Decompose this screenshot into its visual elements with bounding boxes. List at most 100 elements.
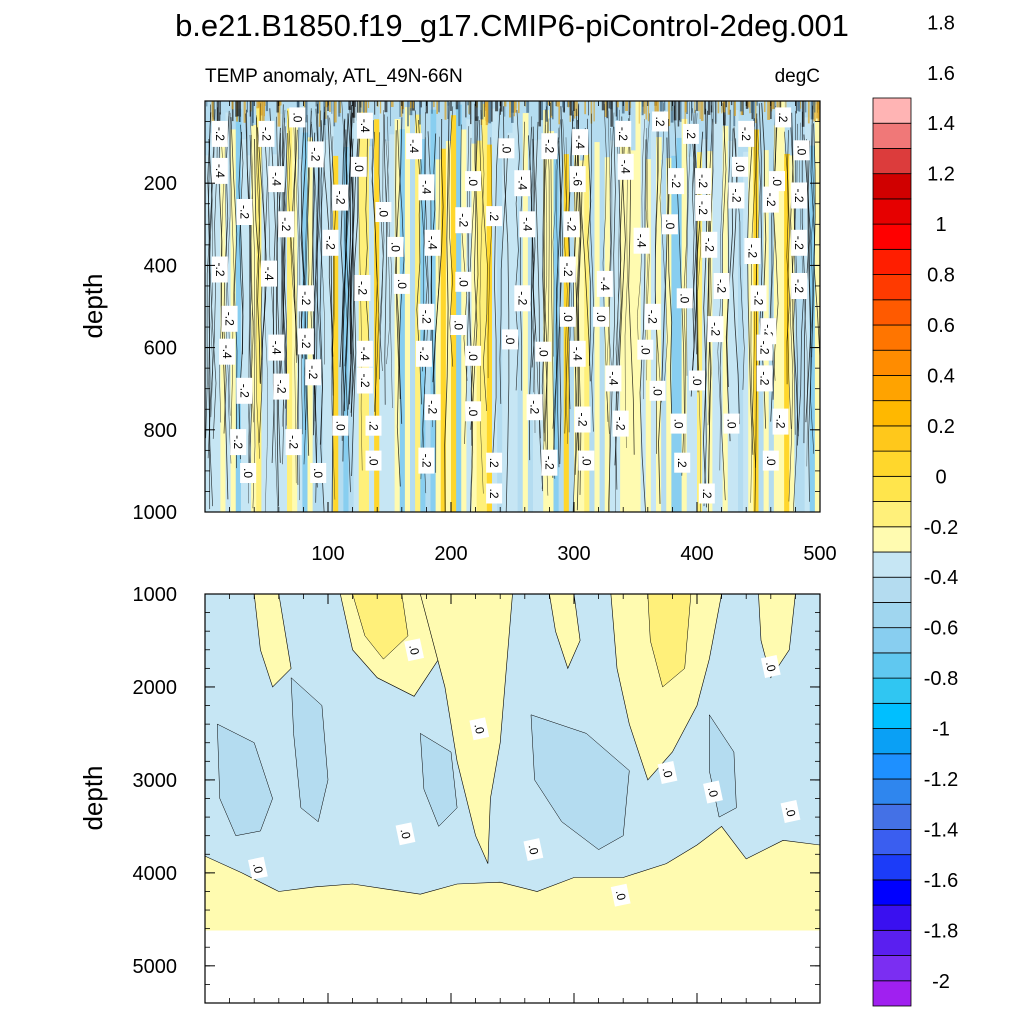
contour-label-text: -.2 <box>709 322 723 336</box>
upper-contour-line <box>685 102 691 376</box>
contour-label-text: -.2 <box>419 454 433 468</box>
upper-field-surface-mark <box>412 101 414 109</box>
contour-label: .0 <box>661 214 678 235</box>
upper-contour-line <box>300 117 307 359</box>
upper-field-stripe <box>312 127 319 512</box>
upper-contour-line <box>754 113 758 512</box>
upper-field-surface-mark <box>795 101 797 114</box>
contour-label-box <box>563 211 580 238</box>
contour-label-box <box>465 345 482 366</box>
colorbar-box <box>872 173 912 200</box>
upper-field-surface-mark <box>511 101 514 113</box>
upper-field-stripe <box>625 145 631 512</box>
contour-label: .2 <box>674 452 691 473</box>
contour-label-box <box>578 450 595 471</box>
contour-label-box <box>514 285 531 312</box>
upper-field-surface-mark <box>558 101 560 125</box>
contour-label-text: -.2 <box>213 127 227 141</box>
lower-contour-labels: .0 .0 .0 .0 .0 .0 .0 .0 .0 .0 <box>247 638 801 907</box>
upper-contour-line <box>545 106 550 496</box>
upper-field-stripe <box>333 155 339 512</box>
contour-label-box <box>332 184 349 211</box>
upper-contour-line <box>310 124 318 503</box>
contour-label: -.2 <box>211 256 228 283</box>
upper-field-surface-mark <box>488 101 492 124</box>
upper-field-surface-mark <box>444 101 447 120</box>
contour-label-text: -.2 <box>260 127 274 141</box>
contour-label-box <box>617 153 634 180</box>
upper-field-surface-mark <box>400 101 403 117</box>
contour-label-text: .2 <box>487 488 501 498</box>
contour-label-text: .0 <box>526 843 542 856</box>
upper-field-stripe <box>635 101 642 512</box>
contour-label-box <box>211 256 228 283</box>
upper-field-surface-mark <box>615 101 617 117</box>
contour-label-text: -.2 <box>426 400 440 414</box>
contour-label-text: .0 <box>724 419 738 429</box>
y-tick-label: 2000 <box>133 677 178 699</box>
contour-label: -.2 <box>418 303 435 330</box>
contour-label-text: -.4 <box>426 236 440 250</box>
colorbar-tick-label: -1.2 <box>924 769 958 791</box>
upper-field-surface-mark <box>238 101 241 122</box>
upper-contour-line <box>371 131 378 428</box>
contour-label-text: -.4 <box>407 139 421 153</box>
upper-field-surface-mark <box>390 101 391 127</box>
upper-field-surface-mark <box>338 101 341 117</box>
contour-label-box <box>652 111 669 132</box>
upper-contour-line <box>543 118 550 434</box>
contour-label-box <box>569 166 586 193</box>
colorbar-box <box>872 349 912 376</box>
contour-label-text: .0 <box>398 827 414 840</box>
x-tick-label: 400 <box>680 543 713 565</box>
contour-label-box <box>559 256 576 283</box>
contour-label-box <box>769 171 785 192</box>
lower-blue-core <box>290 677 329 823</box>
contour-label-box <box>535 341 552 362</box>
upper-field-stripe <box>620 135 626 512</box>
upper-field-surface-mark <box>601 101 605 111</box>
contour-label-box <box>519 211 536 238</box>
contour-label: .2 <box>486 206 503 227</box>
contour-label-box <box>728 182 745 209</box>
upper-contour-line <box>693 113 701 512</box>
upper-field-stripe <box>358 111 365 512</box>
upper-field-stripe <box>261 140 268 512</box>
contour-label-box <box>676 288 693 309</box>
upper-field-surface-mark <box>800 101 802 109</box>
upper-field-surface-mark <box>363 101 366 124</box>
upper-panel: -.2 -.2 .0 -.4 -.2 -.4 .0 -.2 -.4 -.2 .2 .2 -.2 .2 .0 -… <box>78 100 837 565</box>
upper-field-surface-mark <box>318 101 321 127</box>
contour-label-box <box>211 157 228 184</box>
upper-contour-line <box>371 120 380 412</box>
upper-contour-line <box>487 137 493 379</box>
upper-contour-line <box>659 102 668 388</box>
upper-contour-line <box>719 103 727 501</box>
colorbar-box <box>872 248 912 275</box>
upper-field-stripe <box>804 117 811 512</box>
upper-field-stripe <box>266 137 273 512</box>
upper-field-surface-mark <box>606 101 609 119</box>
upper-field-stripe <box>215 126 221 512</box>
contour-label-text: .0 <box>376 207 390 217</box>
upper-contour-line <box>503 106 510 512</box>
contour-label-box <box>498 138 515 159</box>
contour-label-box <box>559 306 576 327</box>
upper-field-surface-mark <box>331 101 333 114</box>
contour-label-box <box>574 406 591 433</box>
upper-field-surface-mark <box>551 101 553 116</box>
contour-label-text: .0 <box>663 219 677 229</box>
contour-label-text: .0 <box>638 345 652 355</box>
upper-field-surface-mark <box>504 101 506 117</box>
upper-contour-line <box>254 138 261 383</box>
contour-label: -.4 <box>268 166 285 193</box>
contour-label-text: -.2 <box>739 127 753 141</box>
upper-field-stripe <box>435 159 442 512</box>
contour-label: .0 <box>559 306 576 327</box>
upper-field-stripe <box>415 114 421 512</box>
upper-field-surface-mark <box>504 101 507 107</box>
contour-label-text: -.2 <box>758 371 772 385</box>
upper-field-surface-mark <box>749 101 751 114</box>
contour-label-text: -.2 <box>669 174 683 188</box>
upper-contour-line <box>249 134 256 509</box>
